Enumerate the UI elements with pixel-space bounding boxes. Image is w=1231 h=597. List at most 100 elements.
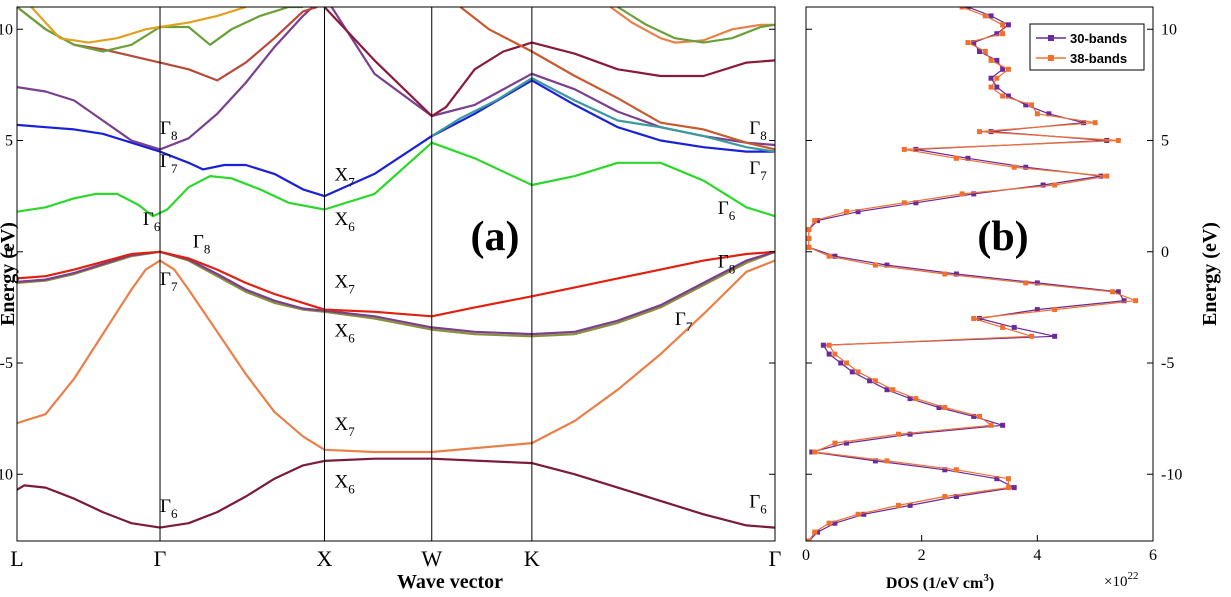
k-point-label-Γ: Γ [154, 546, 167, 571]
dos-marker [1081, 120, 1087, 126]
dos-marker [815, 529, 821, 535]
dos-marker [901, 200, 907, 206]
dos-marker [1005, 66, 1011, 72]
dos-marker [977, 49, 982, 54]
dos-marker [843, 209, 849, 215]
k-point-label-K: K [524, 546, 540, 571]
band-line-6 [17, 79, 775, 198]
dos-curves [806, 7, 1139, 541]
dos-marker [806, 538, 812, 541]
dos-marker [1000, 93, 1006, 99]
dos-marker [1110, 289, 1116, 295]
dos-marker [1034, 307, 1040, 313]
dos-marker [1029, 333, 1035, 339]
band-line-13 [431, 77, 775, 153]
y-axis-label-b: Energy (eV) [1199, 222, 1221, 326]
dos-marker [942, 494, 948, 499]
band-structure-panel: 10 5 0 -5 -10 L Γ X W K Γ Wave vector Energy (eV) (a)… [0, 6, 782, 593]
point-label-12: Γ8 [749, 118, 766, 143]
dos-marker [1034, 280, 1040, 286]
point-label-0: Γ8 [160, 118, 177, 143]
point-label-10: X7 [335, 414, 356, 439]
legend-label-0: 30-bands [1070, 31, 1127, 46]
x-tick-label: 6 [1149, 547, 1157, 564]
plot-frame-b [805, 6, 1154, 542]
point-label-13: Γ7 [749, 158, 767, 183]
legend-marker-0 [1048, 35, 1054, 41]
band-line-9 [17, 7, 303, 53]
dos-marker [1011, 164, 1017, 170]
dos-marker [913, 200, 919, 206]
dos-marker [988, 422, 994, 428]
dos-marker [959, 191, 965, 197]
dos-marker [820, 342, 826, 348]
dos-marker [913, 396, 919, 402]
x-multiplier: ×1022 [1104, 570, 1138, 590]
dos-marker [867, 378, 873, 384]
dos-marker [977, 129, 982, 135]
dos-marker [953, 494, 959, 499]
dos-marker [1005, 22, 1011, 28]
dos-marker [907, 396, 913, 402]
band-line-15 [617, 7, 775, 44]
dos-marker [936, 405, 942, 410]
dos-marker [977, 316, 982, 321]
dos-marker [965, 155, 971, 161]
dos-marker [806, 227, 812, 232]
y-tick-label: 10 [1161, 21, 1177, 38]
band-line-4 [17, 250, 775, 318]
dos-marker [901, 146, 907, 152]
dos-marker [843, 360, 849, 366]
dos-marker [971, 316, 977, 321]
dos-marker [896, 431, 902, 437]
point-label-15: Γ8 [718, 251, 735, 276]
dos-marker [1000, 31, 1006, 37]
dos-marker [855, 511, 861, 517]
y-tick-label: 0 [5, 244, 13, 261]
point-label-16: Γ7 [675, 309, 693, 334]
dos-marker [812, 529, 818, 535]
bands [17, 7, 775, 529]
dos-marker [872, 262, 878, 268]
y-tick-label: -10 [0, 466, 13, 483]
point-label-4: Γ7 [160, 269, 178, 294]
legend-label-1: 38-bands [1070, 51, 1127, 66]
dos-marker [832, 520, 838, 526]
dos-marker [855, 209, 861, 215]
dos-marker [942, 271, 948, 277]
dos-marker [1000, 22, 1006, 28]
plot-frame-a [16, 6, 776, 542]
point-label-3: Γ8 [193, 231, 210, 256]
dos-marker [896, 502, 902, 508]
dos-marker [884, 458, 890, 464]
dos-marker [872, 458, 878, 464]
dos-marker [855, 369, 861, 375]
point-label-2: Γ6 [143, 209, 161, 234]
band-line-7 [17, 7, 775, 151]
k-point-label-Γ: Γ [769, 546, 782, 571]
dos-marker [907, 502, 913, 508]
x-axis-label-b: DOS (1/eV cm3) [886, 572, 994, 592]
point-label-7: X6 [335, 209, 356, 234]
dos-marker [1034, 111, 1040, 117]
point-label-11: X6 [335, 472, 356, 497]
dos-marker [826, 520, 832, 526]
dos-marker [1011, 485, 1017, 491]
dos-marker [806, 244, 812, 250]
dos-marker [971, 191, 977, 197]
dos-marker [812, 449, 818, 455]
k-point-label-X: X [317, 546, 333, 571]
dos-marker [982, 49, 988, 54]
panel-label-a: (a) [471, 214, 520, 260]
dos-marker [890, 387, 896, 393]
dos-marker [838, 360, 844, 366]
band-line-8 [17, 7, 318, 82]
dos-marker [907, 431, 913, 437]
band-line-2 [17, 250, 775, 338]
dos-marker [832, 351, 838, 357]
dos-line-0 [808, 7, 1126, 541]
dos-marker [959, 7, 965, 10]
band-line-10 [30, 7, 247, 44]
point-label-14: Γ6 [718, 198, 736, 223]
